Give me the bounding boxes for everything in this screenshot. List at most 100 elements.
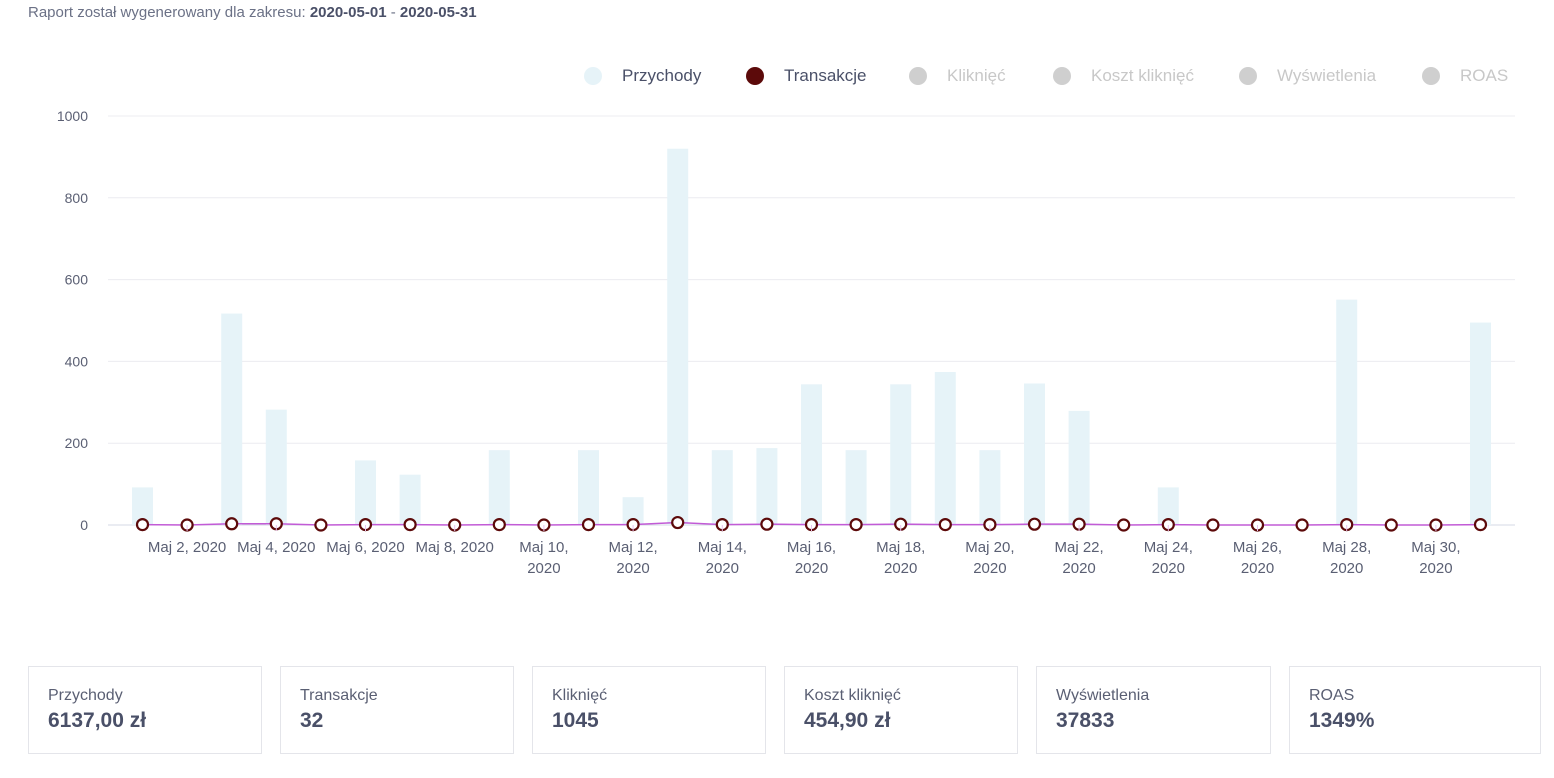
x-tick-label: Maj 8, 2020 bbox=[416, 539, 494, 556]
card-value: 1045 bbox=[552, 709, 599, 732]
card-value: 37833 bbox=[1056, 709, 1115, 732]
summary-card-roas: ROAS 1349% bbox=[1289, 666, 1541, 754]
x-tick-label: 2020 bbox=[706, 560, 739, 577]
report-date-from: 2020-05-01 bbox=[309, 4, 387, 21]
card-label: Przychody bbox=[48, 687, 123, 704]
legend-label-klikniec: Kliknięć bbox=[947, 66, 1006, 85]
data-point bbox=[1473, 517, 1488, 532]
data-point bbox=[1384, 518, 1398, 532]
data-point bbox=[1295, 518, 1309, 532]
x-tick-label: 2020 bbox=[973, 560, 1006, 577]
bar bbox=[934, 372, 956, 525]
bar bbox=[399, 474, 421, 525]
data-point bbox=[135, 517, 150, 532]
data-point bbox=[1117, 518, 1131, 532]
x-tick-label: Maj 2, 2020 bbox=[148, 539, 226, 556]
legend-dot-koszt-klikniec-icon bbox=[1053, 67, 1071, 85]
bar bbox=[801, 384, 822, 525]
legend-label-koszt-klikniec: Koszt kliknięć bbox=[1091, 66, 1194, 85]
y-tick-label: 600 bbox=[65, 272, 89, 288]
bar bbox=[1336, 299, 1358, 525]
chart-points-transakcje bbox=[135, 515, 1488, 532]
x-tick-label: Maj 6, 2020 bbox=[326, 539, 404, 556]
legend-item-roas[interactable]: ROAS bbox=[1422, 66, 1508, 86]
y-tick-label: 200 bbox=[65, 435, 89, 451]
data-point bbox=[1027, 517, 1042, 531]
data-point bbox=[403, 517, 417, 532]
data-point bbox=[1206, 518, 1220, 532]
x-tick-label: 2020 bbox=[616, 560, 649, 577]
bar bbox=[265, 409, 287, 525]
bar bbox=[132, 487, 153, 525]
summary-card-koszt-klikniec: Koszt kliknięć 454,90 zł bbox=[784, 666, 1018, 754]
legend-label-przychody: Przychody bbox=[622, 66, 702, 85]
chart-y-axis: 0 200 400 600 800 1000 bbox=[57, 108, 88, 533]
summary-card-przychody: Przychody 6137,00 zł bbox=[28, 666, 262, 754]
legend-dot-transakcje-icon bbox=[746, 67, 764, 85]
revenue-transactions-chart: 0 200 400 600 800 1000 Maj 2, 2020 Maj 4, 2020… bbox=[57, 108, 1515, 577]
card-value: 454,90 zł bbox=[804, 709, 891, 732]
x-tick-label: Maj 24, bbox=[1144, 539, 1193, 556]
card-label: Wyświetlenia bbox=[1056, 687, 1150, 704]
y-tick-label: 800 bbox=[65, 190, 89, 206]
legend-item-przychody[interactable]: Przychody bbox=[584, 66, 701, 86]
y-tick-label: 1000 bbox=[57, 108, 88, 124]
x-tick-label: 2020 bbox=[1152, 560, 1185, 577]
bar bbox=[1024, 383, 1045, 525]
legend-item-klikniec[interactable]: Kliknięć bbox=[909, 66, 1006, 86]
data-point bbox=[225, 517, 239, 531]
card-label: Kliknięć bbox=[552, 687, 608, 704]
x-tick-label: Maj 20, bbox=[965, 539, 1014, 556]
legend-dot-klikniec-icon bbox=[909, 67, 927, 85]
x-tick-label: 2020 bbox=[795, 560, 828, 577]
legend-item-transakcje[interactable]: Transakcje bbox=[746, 66, 867, 86]
chart-x-axis: Maj 2, 2020 Maj 4, 2020 Maj 6, 2020 Maj 8, … bbox=[148, 525, 1461, 577]
card-label: Transakcje bbox=[300, 687, 378, 704]
legend-item-koszt-klikniec[interactable]: Koszt kliknięć bbox=[1053, 66, 1194, 86]
y-tick-label: 400 bbox=[65, 353, 89, 369]
y-tick-label: 0 bbox=[80, 517, 88, 533]
legend-item-wyswietlenia[interactable]: Wyświetlenia bbox=[1239, 66, 1376, 86]
x-tick-label: Maj 4, 2020 bbox=[237, 539, 315, 556]
bar bbox=[1470, 322, 1491, 525]
x-tick-label: Maj 26, bbox=[1233, 539, 1282, 556]
summary-card-transakcje: Transakcje 32 bbox=[280, 666, 514, 754]
x-tick-label: 2020 bbox=[1330, 560, 1363, 577]
x-tick-label: Maj 18, bbox=[876, 539, 925, 556]
data-point bbox=[760, 517, 774, 531]
legend-label-wyswietlenia: Wyświetlenia bbox=[1277, 66, 1377, 85]
card-value: 1349% bbox=[1309, 709, 1375, 732]
bar bbox=[756, 448, 778, 525]
data-point bbox=[849, 517, 863, 532]
legend-label-roas: ROAS bbox=[1460, 66, 1509, 85]
data-point bbox=[314, 518, 328, 532]
bar bbox=[711, 450, 733, 525]
x-tick-label: Maj 12, bbox=[608, 539, 657, 556]
x-tick-label: 2020 bbox=[1419, 560, 1452, 577]
bar bbox=[845, 450, 867, 525]
chart-legend: Przychody Transakcje Kliknięć Koszt klik… bbox=[0, 66, 1554, 92]
bar bbox=[667, 148, 689, 525]
bar bbox=[355, 460, 376, 525]
bar bbox=[890, 384, 912, 525]
x-tick-label: 2020 bbox=[527, 560, 560, 577]
report-range-header: Raport został wygenerowany dla zakresu: … bbox=[28, 4, 477, 21]
x-tick-label: 2020 bbox=[884, 560, 917, 577]
data-point bbox=[938, 517, 952, 532]
legend-dot-przychody-icon bbox=[584, 67, 602, 85]
x-tick-label: Maj 10, bbox=[519, 539, 568, 556]
card-value: 6137,00 zł bbox=[48, 709, 147, 732]
bar bbox=[622, 497, 644, 525]
x-tick-label: Maj 22, bbox=[1054, 539, 1103, 556]
x-tick-label: Maj 16, bbox=[787, 539, 836, 556]
bar bbox=[1068, 410, 1090, 525]
data-point bbox=[671, 515, 685, 530]
x-tick-label: 2020 bbox=[1241, 560, 1274, 577]
data-point bbox=[581, 517, 596, 532]
bar bbox=[578, 450, 599, 525]
chart-bars-przychody bbox=[132, 148, 1491, 525]
x-tick-label: Maj 28, bbox=[1322, 539, 1371, 556]
bar bbox=[1157, 487, 1179, 525]
report-date-separator: - bbox=[390, 4, 396, 21]
summary-card-wyswietlenia: Wyświetlenia 37833 bbox=[1036, 666, 1271, 754]
